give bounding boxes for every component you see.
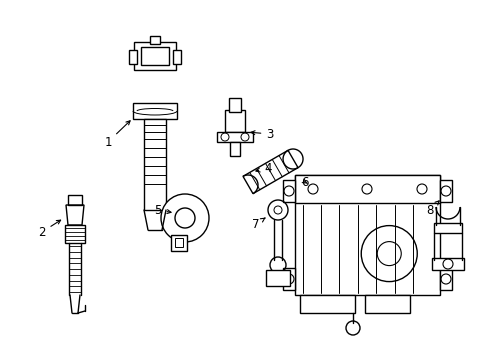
- Bar: [173, 50, 181, 64]
- Bar: [439, 268, 451, 290]
- Bar: [265, 270, 289, 286]
- Bar: [150, 36, 160, 44]
- Bar: [133, 103, 177, 119]
- Bar: [299, 295, 354, 313]
- Bar: [283, 180, 294, 202]
- Bar: [68, 195, 82, 205]
- Bar: [171, 235, 186, 251]
- Text: 6: 6: [301, 175, 308, 189]
- Text: 3: 3: [250, 127, 273, 140]
- Text: 2: 2: [38, 220, 61, 238]
- Text: 5: 5: [154, 203, 171, 216]
- Bar: [134, 42, 176, 70]
- Bar: [283, 268, 294, 290]
- Text: 4: 4: [255, 162, 271, 175]
- Bar: [439, 180, 451, 202]
- Text: 1: 1: [104, 121, 130, 148]
- Bar: [129, 50, 137, 64]
- Circle shape: [161, 194, 208, 242]
- Bar: [294, 175, 439, 295]
- Bar: [217, 132, 252, 142]
- Bar: [224, 110, 244, 132]
- Bar: [228, 98, 241, 112]
- Bar: [141, 47, 169, 65]
- Bar: [364, 295, 409, 313]
- Bar: [433, 223, 461, 233]
- Bar: [294, 175, 439, 203]
- Circle shape: [175, 208, 195, 228]
- Bar: [229, 142, 240, 156]
- Bar: [143, 119, 165, 210]
- Text: 7: 7: [252, 217, 264, 230]
- Text: 8: 8: [426, 201, 438, 216]
- Bar: [65, 225, 85, 243]
- Bar: [431, 258, 463, 270]
- Bar: [175, 238, 183, 247]
